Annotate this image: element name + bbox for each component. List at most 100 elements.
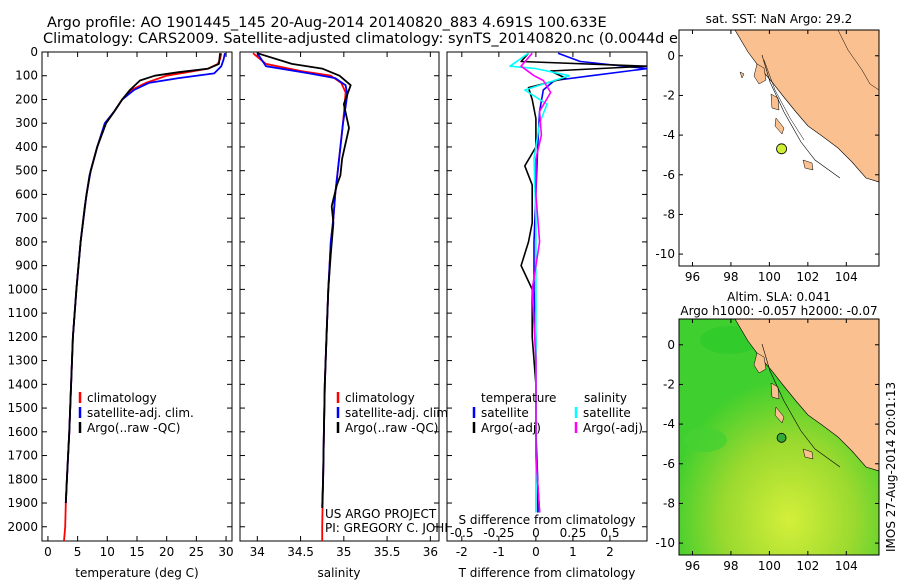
depth-tick-label: 1700 xyxy=(7,449,38,463)
depth-tick-label: 800 xyxy=(15,235,38,249)
difference-panel: -2 -1 0 1 2 -0.5 -0.25 0 0.25 0.5 T difference fr… xyxy=(446,51,648,580)
sst-map-ytick-label: -2 xyxy=(663,88,675,102)
salinity-series-2 xyxy=(257,52,352,508)
temperature-xtick-label: 15 xyxy=(129,545,144,559)
difference-legend-title-t: temperature xyxy=(481,391,556,405)
depth-tick-label: 1100 xyxy=(7,306,38,320)
salinity-xtick-label: 34.5 xyxy=(287,545,314,559)
sla-map-subtitle: Argo h1000: -0.057 h2000: -0.07 xyxy=(680,304,877,318)
depth-tick-label: 1500 xyxy=(7,401,38,415)
depth-tick-label: 500 xyxy=(15,164,38,178)
difference-legend-title-s: salinity xyxy=(584,391,627,405)
header-line2: Climatology: CARS2009. Satellite-adjuste… xyxy=(43,31,721,47)
sla-map-ytick-label: -2 xyxy=(663,377,675,391)
depth-tick-label: 200 xyxy=(15,92,38,106)
sst-map-float-marker xyxy=(776,143,787,155)
sla-map-ytick-label: -4 xyxy=(663,417,675,431)
difference-legend-entry: satellite xyxy=(481,406,529,420)
difference-xtick-label: 2 xyxy=(606,545,614,559)
depth-tick-label: 1900 xyxy=(7,496,38,510)
temperature-legend-entry: climatology xyxy=(87,391,157,405)
salinity-xlabel: salinity xyxy=(317,566,360,580)
depth-tick-label: 100 xyxy=(15,69,38,83)
salinity-legend-entry: satellite-adj. clim. xyxy=(345,406,452,420)
salinity-xtick-label: 36 xyxy=(423,545,438,559)
sla-map-ytick-label: -8 xyxy=(663,496,675,510)
difference-top-xtick-label: 0.25 xyxy=(560,526,587,540)
sla-map-xtick-label: 98 xyxy=(723,559,738,573)
sst-map-panel: sat. SST: NaN Argo: 29.2 96 98 100 102 104 0 -… xyxy=(655,12,880,284)
sst-map-xtick-label: 104 xyxy=(835,270,858,284)
sla-map-xtick-label: 102 xyxy=(796,559,819,573)
sla-map-xtick-label: 96 xyxy=(685,559,700,573)
temperature-axes xyxy=(41,51,233,542)
sla-map-ytick-label: -6 xyxy=(663,457,675,471)
depth-tick-label: 1200 xyxy=(7,330,38,344)
salinity-axes xyxy=(239,51,440,542)
difference-legend: temperature salinitysatelliteArgo(-adj)sa… xyxy=(472,391,643,435)
sst-map-ytick-label: -4 xyxy=(663,128,675,142)
difference-top-xtick-label: -0.25 xyxy=(483,526,514,540)
salinity-legend-entry: climatology xyxy=(345,391,415,405)
timestamp-stamp: IMOS 27-Aug-2014 20:01:13 xyxy=(884,382,898,552)
temperature-legend-entry: satellite-adj. clim. xyxy=(87,406,194,420)
temperature-legend-entry: Argo(..raw -QC) xyxy=(87,421,180,435)
sla-map-xtick-label: 104 xyxy=(835,559,858,573)
sst-map-land xyxy=(734,30,879,183)
difference-xlabel: T difference from climatology xyxy=(458,566,636,580)
sla-map-frame xyxy=(678,318,880,556)
credit-line1: US ARGO PROJECT xyxy=(325,507,437,521)
salinity-panel: 34 34.5 35 35.5 36 salinity climatologysatel… xyxy=(239,51,479,580)
depth-tick-label: 1800 xyxy=(7,472,38,486)
sla-map-land xyxy=(683,319,879,472)
sst-map-title: sat. SST: NaN Argo: 29.2 xyxy=(706,12,853,26)
depth-tick-label: 1400 xyxy=(7,377,38,391)
difference-top-xtick-label: -0.5 xyxy=(450,526,473,540)
temperature-xtick-label: 25 xyxy=(189,545,204,559)
depth-tick-label: 0 xyxy=(30,45,38,59)
difference-legend-entry: Argo(-adj) xyxy=(583,421,643,435)
credit-line2: PI: GREGORY C. JOHNSON xyxy=(325,521,479,535)
sla-map-ytick-label: -10 xyxy=(655,536,675,550)
sla-map-float-marker xyxy=(776,432,787,443)
difference-axes xyxy=(446,51,648,542)
sst-map-frame xyxy=(678,29,880,267)
difference-xtick-label: -2 xyxy=(456,545,468,559)
difference-xtick-label: 0 xyxy=(532,545,540,559)
depth-tick-label: 900 xyxy=(15,259,38,273)
difference-legend-entry: Argo(-adj) xyxy=(481,421,541,435)
sla-map-panel: Altim. SLA: 0.041 Argo h1000: -0.057 h20… xyxy=(655,290,880,573)
salinity-xtick-label: 34 xyxy=(250,545,265,559)
temperature-series-2 xyxy=(64,53,221,504)
depth-tick-label: 1000 xyxy=(7,282,38,296)
difference-series-3 xyxy=(520,52,552,513)
depth-tick-label: 1600 xyxy=(7,425,38,439)
sst-map-xtick-label: 98 xyxy=(723,270,738,284)
sla-map-title: Altim. SLA: 0.041 xyxy=(727,290,831,304)
salinity-xtick-label: 35 xyxy=(336,545,351,559)
salinity-xtick-label: 35.5 xyxy=(374,545,401,559)
difference-xtick-label: -1 xyxy=(493,545,505,559)
sst-map-ytick-label: -6 xyxy=(663,168,675,182)
difference-top-xlabel: S difference from climatology xyxy=(459,513,636,527)
depth-tick-label: 1300 xyxy=(7,354,38,368)
depth-tick-label: 700 xyxy=(15,211,38,225)
depth-tick-label: 400 xyxy=(15,140,38,154)
difference-legend-entry: satellite xyxy=(583,406,631,420)
temperature-xtick-label: 20 xyxy=(159,545,174,559)
sst-map-ytick-label: 0 xyxy=(667,49,675,63)
difference-top-xtick-label: 0.5 xyxy=(600,526,619,540)
sst-map-ytick-label: -8 xyxy=(663,207,675,221)
sst-map-xtick-label: 100 xyxy=(758,270,781,284)
depth-tick-label: 2000 xyxy=(7,520,38,534)
sst-map-ytick-label: -10 xyxy=(655,247,675,261)
depth-tick-label: 300 xyxy=(15,116,38,130)
temperature-panel: 0 5 10 15 20 25 300100200300400500600700800900… xyxy=(7,45,233,580)
temperature-xtick-label: 10 xyxy=(100,545,115,559)
sst-map-xtick-label: 102 xyxy=(796,270,819,284)
temperature-xtick-label: 30 xyxy=(218,545,233,559)
sst-map-xtick-label: 96 xyxy=(685,270,700,284)
